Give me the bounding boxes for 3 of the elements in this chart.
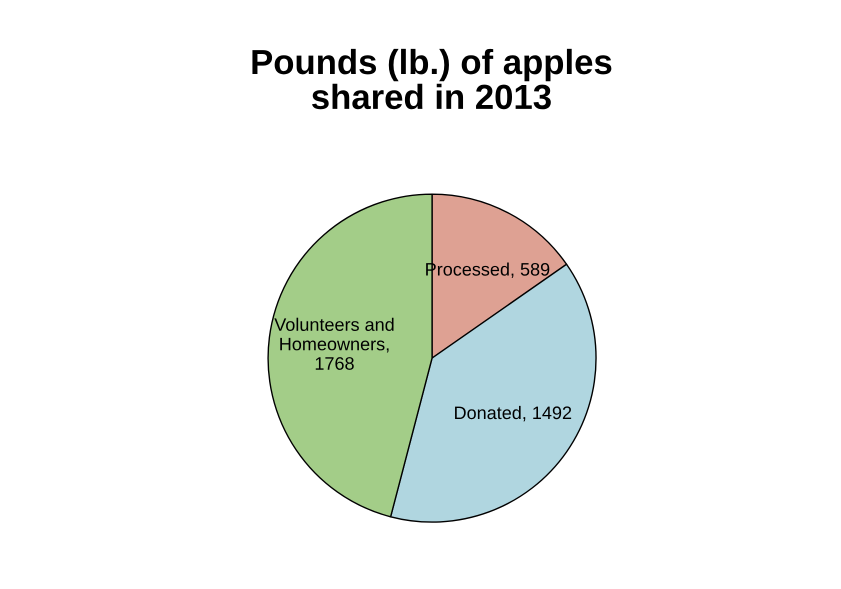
data-label: Donated, 1492 [455,406,572,422]
chart-title: Pounds (lb.) of apples shared in 2013 [252,48,612,110]
data-label: Volunteers and Homeowners, 1768 [274,318,394,370]
